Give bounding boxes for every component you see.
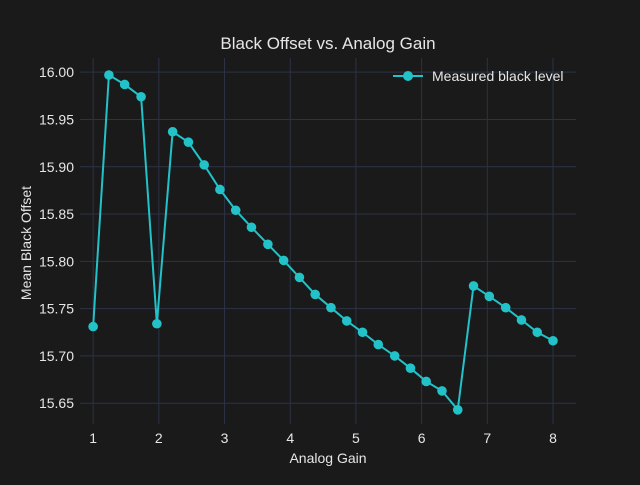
data-point — [183, 137, 194, 147]
data-point — [500, 302, 511, 313]
x-tick-label: 2 — [155, 430, 163, 446]
data-point — [452, 405, 463, 415]
data-point — [421, 376, 432, 387]
data-point — [167, 126, 178, 137]
y-tick-label: 15.85 — [39, 206, 74, 222]
data-point — [516, 315, 527, 325]
y-tick-label: 15.80 — [39, 253, 74, 269]
data-point — [548, 335, 558, 346]
y-tick-label: 15.90 — [39, 159, 74, 175]
data-point — [88, 321, 98, 332]
data-point — [199, 160, 209, 170]
y-tick-label: 15.65 — [39, 395, 74, 411]
data-point — [373, 339, 384, 350]
data-point — [484, 291, 495, 302]
data-point — [294, 272, 305, 283]
data-point — [104, 70, 114, 80]
x-axis-label: Analog Gain — [289, 450, 366, 466]
legend: Measured black level — [393, 68, 564, 84]
data-point — [136, 91, 146, 102]
data-point — [341, 316, 352, 326]
y-tick-label: 16.00 — [39, 64, 74, 80]
x-tick-label: 8 — [549, 430, 557, 446]
data-point — [215, 184, 225, 195]
y-axis-label: Mean Black Offset — [18, 186, 34, 300]
x-tick-label: 5 — [352, 430, 360, 446]
x-tick-label: 3 — [221, 430, 229, 446]
data-point — [310, 289, 320, 300]
tick-labels: 1 2 3 4 5 6 7 8 15.65 15.70 15.75 15.80 15.85 15.90 15… — [39, 64, 557, 446]
data-point — [230, 205, 241, 216]
x-tick-label: 1 — [89, 430, 97, 446]
chart-title: Black Offset vs. Analog Gain — [220, 34, 435, 53]
data-point — [119, 79, 130, 90]
x-tick-label: 4 — [286, 430, 294, 446]
data-point — [405, 363, 416, 374]
x-tick-label: 7 — [483, 430, 491, 446]
data-point — [246, 222, 257, 233]
data-point — [468, 281, 479, 291]
data-point — [326, 302, 336, 313]
y-tick-label: 15.95 — [39, 111, 74, 127]
x-tick-label: 6 — [418, 430, 426, 446]
data-point — [152, 318, 162, 329]
data-point — [263, 239, 273, 250]
legend-entry-label: Measured black level — [432, 68, 564, 84]
data-point — [278, 255, 289, 266]
data-point — [389, 351, 400, 361]
series-layer — [88, 70, 558, 415]
data-point — [357, 327, 368, 338]
data-point — [437, 386, 447, 396]
data-point — [532, 327, 543, 338]
y-tick-label: 15.70 — [39, 348, 74, 364]
legend-marker-swatch — [403, 71, 413, 81]
y-tick-label: 15.75 — [39, 301, 74, 317]
